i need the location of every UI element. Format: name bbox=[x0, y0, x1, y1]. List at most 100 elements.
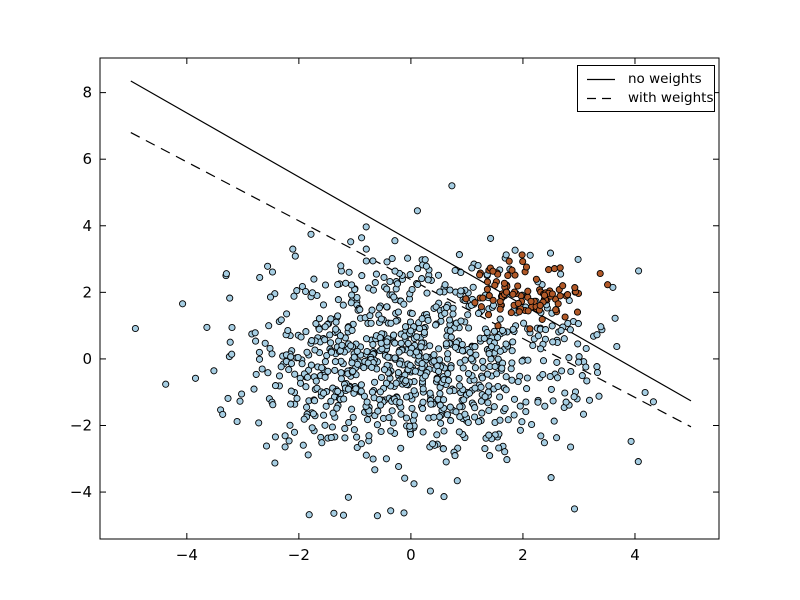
decision-boundaries bbox=[130, 80, 692, 428]
scatter-point bbox=[290, 292, 298, 300]
scatter-point bbox=[514, 282, 522, 290]
scatter-point bbox=[264, 369, 272, 377]
scatter-point bbox=[471, 413, 479, 421]
scatter-point bbox=[277, 316, 285, 324]
scatter-point bbox=[457, 287, 465, 295]
scatter-point bbox=[485, 406, 493, 415]
scatter-point bbox=[404, 339, 412, 347]
scatter-point bbox=[483, 285, 491, 293]
scatter-point bbox=[362, 257, 370, 265]
scatter-point bbox=[504, 271, 512, 280]
scatter-point bbox=[321, 373, 329, 381]
scatter-point bbox=[320, 411, 328, 419]
scatter-point bbox=[516, 402, 524, 410]
scatter-series-class-1 bbox=[462, 251, 612, 333]
with-weights-boundary-line bbox=[130, 132, 692, 428]
scatter-point bbox=[627, 437, 635, 445]
scatter-point bbox=[414, 280, 422, 289]
scatter-point bbox=[510, 395, 519, 403]
scatter-point bbox=[444, 350, 452, 358]
scatter-point bbox=[488, 343, 496, 351]
scatter-point bbox=[291, 252, 299, 260]
scatter-point bbox=[479, 364, 487, 372]
y-tick-label: 0 bbox=[82, 350, 92, 368]
scatter-point bbox=[408, 309, 416, 318]
scatter-point bbox=[344, 493, 352, 501]
scatter-point bbox=[446, 316, 454, 324]
scatter-point bbox=[522, 263, 531, 271]
scatter-point bbox=[350, 426, 358, 434]
scatter-point bbox=[502, 340, 510, 348]
scatter-point bbox=[371, 466, 379, 474]
scatter-point bbox=[457, 317, 465, 325]
scatter-point bbox=[532, 275, 540, 283]
scatter-point bbox=[485, 292, 493, 300]
scatter-point bbox=[427, 400, 435, 408]
scatter-point bbox=[557, 326, 565, 335]
scatter-point bbox=[252, 370, 260, 378]
scatter-point bbox=[360, 364, 368, 372]
scatter-point bbox=[275, 372, 284, 380]
scatter-point bbox=[369, 257, 377, 265]
scatter-point bbox=[455, 428, 463, 436]
scatter-point bbox=[489, 267, 497, 275]
scatter-point bbox=[583, 377, 591, 385]
scatter-point bbox=[394, 308, 402, 316]
scatter-point bbox=[348, 291, 356, 299]
scatter-point bbox=[226, 294, 234, 302]
scatter-point bbox=[326, 331, 334, 339]
scatter-point bbox=[390, 293, 398, 301]
scatter-point bbox=[327, 433, 335, 442]
scatter-point bbox=[477, 383, 485, 391]
scatter-point bbox=[410, 387, 418, 395]
scatter-point bbox=[426, 342, 434, 350]
scatter-point bbox=[228, 323, 236, 332]
scatter-point bbox=[413, 207, 421, 215]
scatter-point bbox=[509, 338, 517, 346]
scatter-point bbox=[500, 279, 508, 287]
scatter-point bbox=[549, 338, 557, 346]
scatter-point bbox=[419, 385, 427, 393]
scatter-point bbox=[315, 315, 323, 323]
scatter-point bbox=[440, 493, 448, 501]
scatter-point bbox=[511, 246, 519, 254]
scatter-point bbox=[481, 393, 489, 401]
scatter-point bbox=[436, 401, 444, 409]
scatter-point bbox=[388, 254, 396, 263]
scatter-point bbox=[414, 265, 422, 273]
scatter-point bbox=[377, 339, 385, 347]
scatter-point bbox=[277, 363, 285, 371]
scatter-point bbox=[252, 337, 260, 345]
scatter-point bbox=[498, 326, 507, 334]
scatter-point bbox=[495, 444, 503, 452]
scatter-point bbox=[573, 308, 582, 316]
scatter-point bbox=[356, 306, 364, 314]
scatter-point bbox=[462, 295, 470, 303]
scatter-point bbox=[478, 374, 486, 382]
scatter-point bbox=[383, 258, 391, 266]
scatter-point bbox=[287, 387, 295, 395]
scatter-point bbox=[382, 379, 391, 387]
scatter-point bbox=[262, 442, 271, 450]
scatter-point bbox=[309, 410, 317, 418]
scatter-point bbox=[376, 334, 384, 342]
scatter-point bbox=[471, 404, 479, 412]
scatter-point bbox=[508, 359, 516, 367]
scatter-point bbox=[402, 393, 411, 401]
scatter-point bbox=[358, 234, 366, 242]
scatter-point bbox=[538, 315, 546, 323]
scatter-point bbox=[420, 328, 428, 336]
scatter-point bbox=[524, 307, 532, 315]
scatter-point bbox=[285, 437, 293, 445]
scatter-point bbox=[534, 332, 542, 340]
scatter-point bbox=[634, 458, 642, 466]
scatter-point bbox=[455, 251, 463, 259]
scatter-point bbox=[363, 398, 371, 406]
scatter-point bbox=[445, 376, 453, 384]
scatter-point bbox=[509, 290, 517, 298]
scatter-point bbox=[554, 300, 562, 308]
scatter-point bbox=[496, 416, 504, 424]
legend-entry-no-weights: no weights bbox=[586, 71, 706, 87]
scatter-point bbox=[541, 402, 549, 410]
scatter-point bbox=[341, 434, 349, 442]
